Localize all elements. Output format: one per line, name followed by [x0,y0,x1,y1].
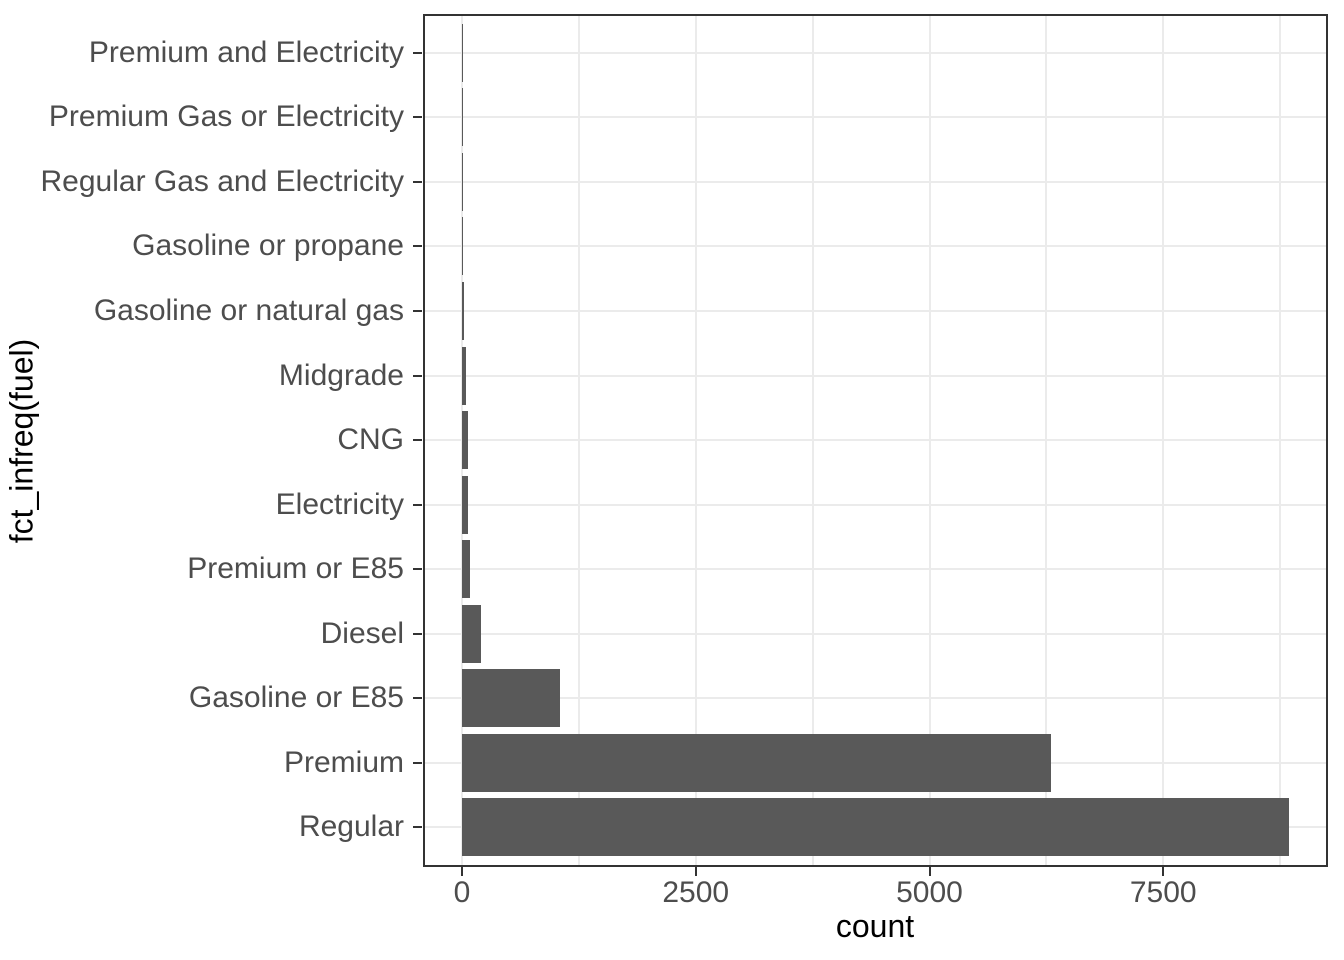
bar [462,798,1289,857]
h-gridline [423,51,1328,54]
h-gridline [423,374,1328,377]
y-axis-tick-label: Electricity [275,487,404,521]
x-axis-tick-label: 5000 [896,876,963,909]
y-axis-tick-label: Regular [298,810,404,844]
bar [462,217,464,276]
x-axis-tick [928,867,931,876]
y-axis-tick [413,697,422,700]
y-axis-tick [413,374,422,377]
y-axis-tick-label: Gasoline or E85 [188,681,404,715]
y-axis-tick-label: Gasoline or natural gas [93,293,404,327]
h-gridline [423,632,1328,635]
h-gridline [423,180,1328,183]
y-axis-tick [413,180,422,183]
h-gridline [423,116,1328,119]
h-gridline [423,245,1328,248]
x-axis-tick-label: 2500 [662,876,730,909]
x-axis-tick-label: 7500 [1129,876,1197,909]
h-gridline [423,439,1328,442]
x-axis-tick [694,867,697,876]
y-axis-tick [413,309,422,312]
y-axis-tick [413,761,422,764]
y-axis-tick-label: Midgrade [278,358,404,392]
y-axis-tick [413,245,422,248]
bar [462,669,561,728]
y-axis-tick-label: Diesel [320,616,404,650]
y-axis-tick-label: Premium or E85 [187,552,404,586]
y-axis-tick [413,826,422,829]
y-axis-tick [413,116,422,119]
y-axis-tick-label: CNG [337,423,404,457]
y-axis-tick [413,503,422,506]
bar [462,346,467,405]
y-axis-tick [413,568,422,571]
y-axis-tick [413,439,422,442]
bar [462,475,469,534]
bar [462,411,468,470]
h-gridline [423,503,1328,506]
y-axis-tick-label: Premium and Electricity [88,35,404,69]
y-axis-tick [413,632,422,635]
bar [462,88,463,147]
x-axis-tick-label: 0 [453,876,471,909]
plot-panel [423,14,1328,867]
h-gridline [423,309,1328,312]
y-axis-tick-label: Regular Gas and Electricity [40,164,405,198]
x-axis-tick [1162,867,1165,876]
bar [462,540,470,599]
y-axis-tick-label: Gasoline or propane [132,229,404,263]
h-gridline [423,568,1328,571]
bar [462,604,481,663]
bar [462,152,463,211]
x-axis-title: count [835,908,915,944]
h-gridline [423,697,1328,700]
bar [462,281,465,340]
x-axis-tick [461,867,463,876]
y-axis-tick [413,51,422,54]
y-axis-tick-label: Premium Gas or Electricity [48,100,404,134]
y-axis-tick-label: Premium [283,745,404,779]
bar [462,733,1052,792]
